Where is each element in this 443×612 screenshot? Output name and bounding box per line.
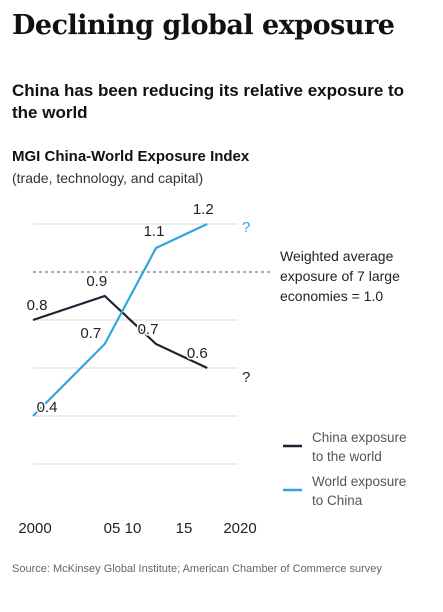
data-label: 0.9 <box>86 273 107 290</box>
x-tick-label: 2000 <box>18 520 51 537</box>
reference-label: Weighted average <box>280 248 394 264</box>
data-label: 0.6 <box>187 345 208 362</box>
legend-label: to China <box>312 493 363 508</box>
chart-title: MGI China-World Exposure Index <box>12 148 250 165</box>
chart-subtitle: (trade, technology, and capital) <box>12 170 204 186</box>
reference-label: economies = 1.0 <box>280 288 383 304</box>
x-tick-label: 2020 <box>223 520 256 537</box>
x-tick-label: 15 <box>176 520 193 537</box>
page-subtitle: China has been reducing its relative exp… <box>12 81 405 122</box>
legend-label: World exposure <box>312 474 406 489</box>
data-label: 1.2 <box>193 201 214 218</box>
legend-label: China exposure <box>312 430 407 445</box>
x-tick-label: 10 <box>125 520 142 537</box>
legend-label: to the world <box>312 449 382 464</box>
data-label: 0.7 <box>80 325 101 342</box>
series-line-china <box>32 294 208 369</box>
page-title: Declining global exposure <box>12 10 395 41</box>
x-tick-label: 05 <box>104 520 121 537</box>
source-note: Source: McKinsey Global Institute; Ameri… <box>12 563 382 575</box>
series-line-world <box>32 223 208 417</box>
end-marker: ? <box>242 219 250 236</box>
data-label: 0.4 <box>37 399 58 416</box>
end-marker: ? <box>242 369 250 386</box>
data-label: 0.8 <box>27 297 48 314</box>
data-label: 0.7 <box>138 321 159 338</box>
data-label: 1.1 <box>144 223 165 240</box>
reference-label: exposure of 7 large <box>280 268 400 284</box>
